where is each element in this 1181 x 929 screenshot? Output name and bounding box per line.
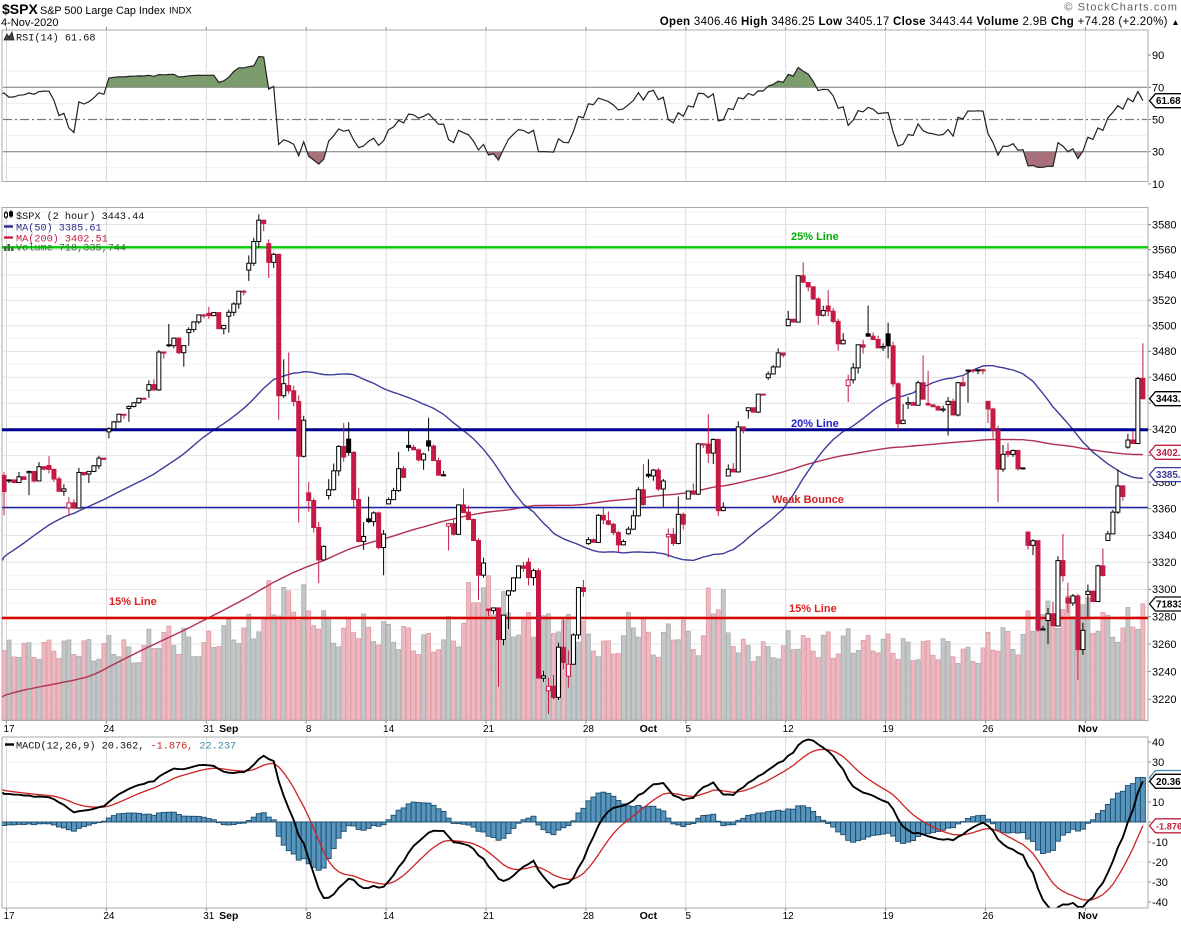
- svg-text:28: 28: [583, 911, 595, 922]
- svg-text:-30: -30: [1152, 877, 1168, 889]
- svg-text:8: 8: [306, 911, 312, 922]
- svg-text:3340: 3340: [1152, 530, 1176, 542]
- svg-text:8: 8: [306, 724, 312, 735]
- svg-text:3280: 3280: [1152, 611, 1176, 623]
- svg-text:30: 30: [1152, 147, 1164, 159]
- svg-text:MA(200) 3402.51: MA(200) 3402.51: [16, 234, 108, 246]
- svg-text:-10: -10: [1152, 837, 1168, 849]
- svg-text:24: 24: [103, 724, 115, 735]
- svg-text:Sep: Sep: [219, 910, 238, 922]
- svg-text:14: 14: [383, 911, 395, 922]
- svg-text:Open 3406.46 High 3486.25 Low: Open 3406.46 High 3486.25 Low 3405.17 Cl…: [660, 16, 1180, 28]
- svg-text:4-Nov-2020: 4-Nov-2020: [1, 17, 58, 29]
- svg-text:21: 21: [483, 911, 495, 922]
- svg-text:3320: 3320: [1152, 557, 1176, 569]
- svg-text:12: 12: [783, 911, 795, 922]
- svg-text:28: 28: [583, 724, 595, 735]
- svg-text:3240: 3240: [1152, 666, 1176, 678]
- svg-text:24: 24: [103, 911, 115, 922]
- svg-text:3480: 3480: [1152, 346, 1176, 358]
- svg-text:Sep: Sep: [219, 723, 238, 735]
- svg-text:17: 17: [3, 724, 15, 735]
- svg-text:19: 19: [883, 911, 895, 922]
- svg-text:20% Line: 20% Line: [791, 418, 839, 430]
- svg-text:10: 10: [1152, 797, 1164, 809]
- svg-text:$SPX: $SPX: [2, 1, 38, 17]
- svg-text:14: 14: [383, 724, 395, 735]
- svg-text:-20: -20: [1152, 857, 1168, 869]
- svg-text:-1.876: -1.876: [1156, 821, 1181, 831]
- svg-text:19: 19: [883, 724, 895, 735]
- svg-text:$SPX (2 hour) 3443.44: $SPX (2 hour) 3443.44: [16, 211, 144, 223]
- svg-text:5: 5: [686, 911, 692, 922]
- svg-text:15% Line: 15% Line: [789, 603, 837, 615]
- svg-text:Volume 718,335,744: Volume 718,335,744: [16, 243, 126, 255]
- svg-text:3360: 3360: [1152, 503, 1176, 515]
- svg-text:20.36: 20.36: [1156, 777, 1181, 788]
- svg-text:17: 17: [3, 911, 15, 922]
- svg-text:3220: 3220: [1152, 694, 1176, 706]
- svg-text:3385.: 3385.: [1156, 470, 1181, 481]
- svg-text:Oct: Oct: [640, 910, 658, 922]
- svg-text:15% Line: 15% Line: [109, 596, 157, 608]
- svg-text:12: 12: [783, 724, 795, 735]
- svg-text:3460: 3460: [1152, 372, 1176, 384]
- svg-text:3420: 3420: [1152, 424, 1176, 436]
- svg-text:RSI(14) 61.68: RSI(14) 61.68: [16, 33, 95, 45]
- svg-text:3300: 3300: [1152, 584, 1176, 596]
- svg-text:S&P 500 Large Cap Index: S&P 500 Large Cap Index: [40, 5, 166, 17]
- svg-text:3560: 3560: [1152, 244, 1176, 256]
- svg-text:10: 10: [1152, 179, 1164, 191]
- svg-text:3500: 3500: [1152, 321, 1176, 333]
- svg-text:Nov: Nov: [1078, 910, 1098, 922]
- svg-text:3402.: 3402.: [1156, 448, 1181, 459]
- svg-text:3520: 3520: [1152, 295, 1176, 307]
- svg-text:3443.: 3443.: [1156, 394, 1181, 405]
- svg-text:26: 26: [982, 724, 994, 735]
- svg-text:INDX: INDX: [169, 6, 192, 17]
- svg-text:-40: -40: [1152, 897, 1168, 909]
- svg-text:5: 5: [686, 724, 692, 735]
- svg-text:3260: 3260: [1152, 639, 1176, 651]
- svg-text:70: 70: [1152, 82, 1164, 94]
- svg-text:Oct: Oct: [640, 723, 658, 735]
- svg-text:MA(50) 3385.61: MA(50) 3385.61: [16, 223, 102, 235]
- svg-text:Nov: Nov: [1078, 723, 1098, 735]
- svg-text:30: 30: [1152, 757, 1164, 769]
- svg-text:31: 31: [203, 724, 215, 735]
- svg-text:71833: 71833: [1156, 600, 1181, 611]
- svg-text:MACD(12,26,9) 20.362, -1.876,: MACD(12,26,9) 20.362, -1.876, 22.237: [16, 741, 236, 753]
- svg-text:40: 40: [1152, 737, 1164, 749]
- svg-text:90: 90: [1152, 50, 1164, 62]
- svg-text:26: 26: [982, 911, 994, 922]
- svg-text:3580: 3580: [1152, 219, 1176, 231]
- svg-text:3540: 3540: [1152, 270, 1176, 282]
- svg-text:25% Line: 25% Line: [791, 231, 839, 243]
- svg-text:61.68: 61.68: [1156, 96, 1181, 107]
- svg-text:Weak Bounce: Weak Bounce: [772, 494, 844, 506]
- svg-text:31: 31: [203, 911, 215, 922]
- svg-text:50: 50: [1152, 115, 1164, 127]
- svg-text:21: 21: [483, 724, 495, 735]
- svg-text:© StockCharts.com: © StockCharts.com: [1064, 2, 1178, 14]
